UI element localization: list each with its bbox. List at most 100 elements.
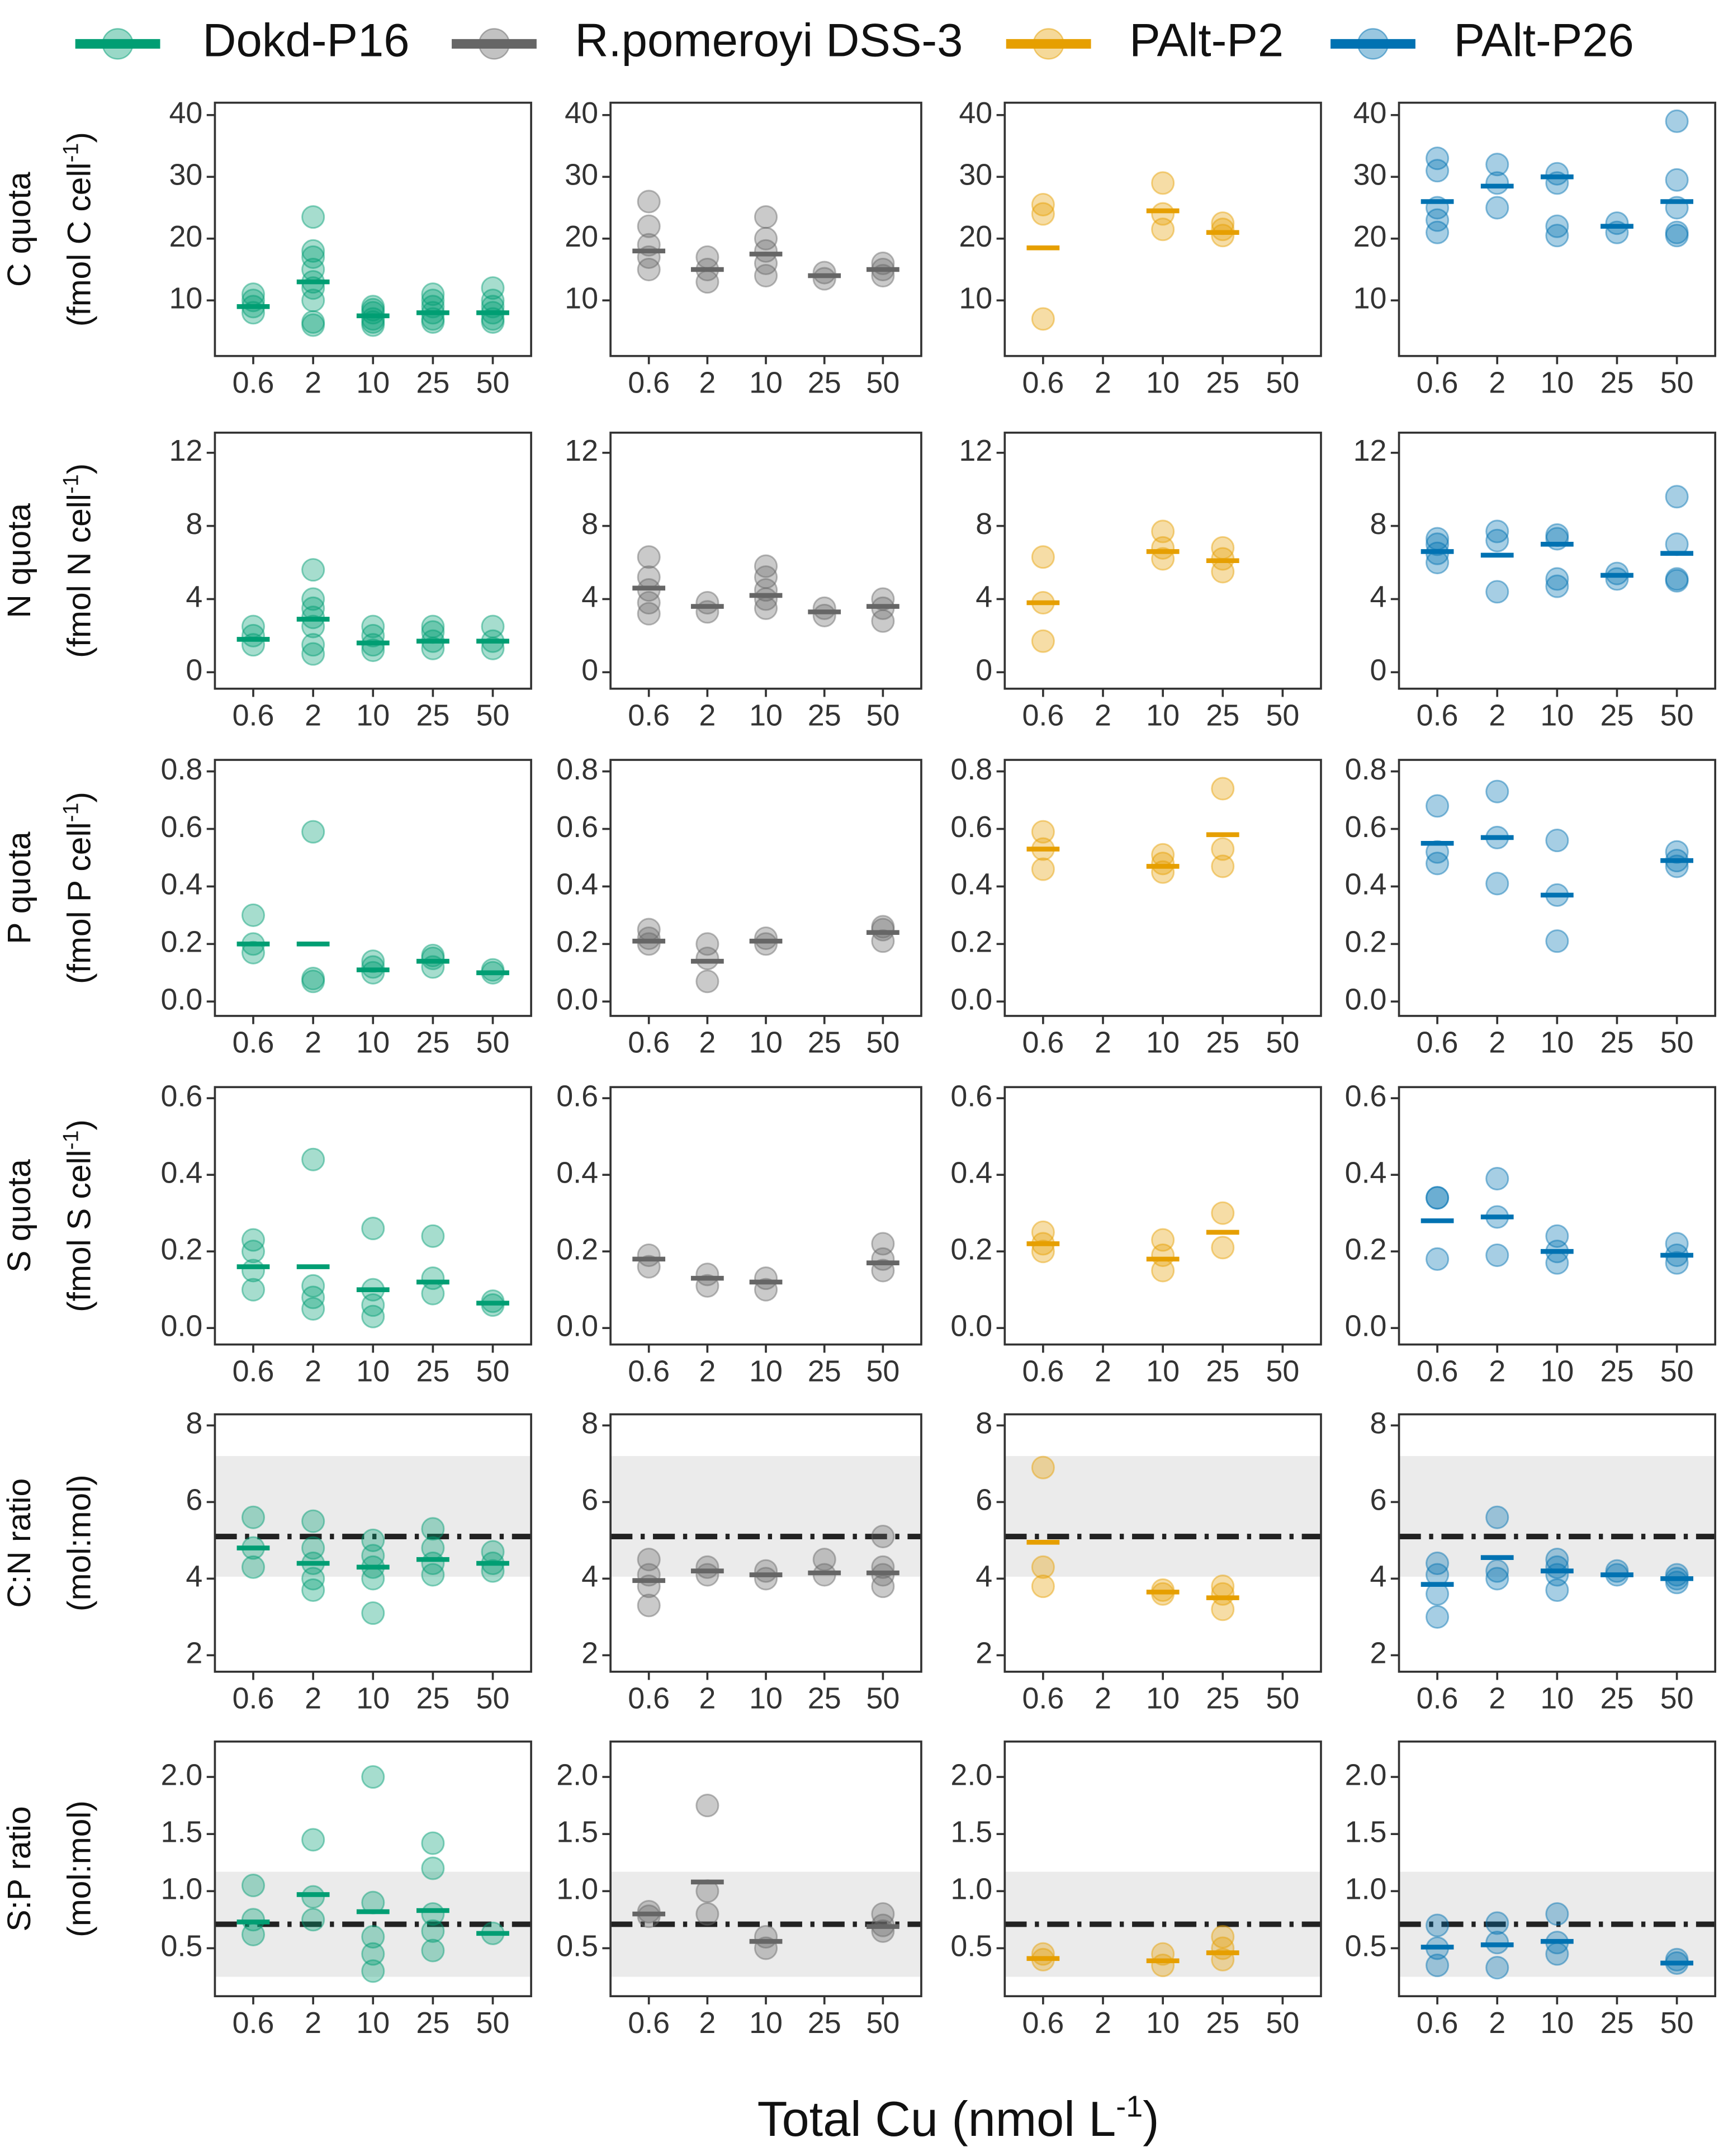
data-point: [1665, 1232, 1689, 1256]
data-point: [481, 276, 505, 300]
data-point: [637, 1243, 661, 1268]
data-point: [871, 1524, 895, 1549]
data-point: [1545, 1578, 1569, 1602]
x-tick-label: 10: [749, 2006, 783, 2040]
data-point: [361, 961, 385, 985]
legend-label: PAlt-P2: [1129, 14, 1284, 66]
data-point: [1605, 211, 1629, 235]
data-point: [695, 1555, 719, 1579]
x-tick-label: 0.6: [233, 698, 274, 732]
data-point: [481, 958, 505, 982]
y-tick-label: 4: [186, 1560, 202, 1594]
x-tick-label: 50: [476, 1026, 510, 1060]
data-point: [812, 1548, 836, 1572]
legend-label: Dokd-P16: [202, 14, 409, 66]
data-point: [301, 1578, 325, 1602]
y-tick-label: 0.4: [556, 1156, 598, 1189]
y-tick-label: 0: [976, 654, 992, 687]
data-point: [695, 970, 719, 994]
data-point: [812, 596, 836, 620]
data-point: [1031, 857, 1055, 881]
x-tick-label: 0.6: [1417, 2006, 1459, 2040]
y-tick-label: 6: [976, 1483, 992, 1517]
x-tick-label: 0.6: [1417, 1026, 1459, 1060]
data-point: [1485, 1166, 1509, 1191]
x-tick-label: 2: [699, 366, 716, 399]
x-tick-label: 25: [416, 1354, 449, 1388]
data-point: [871, 918, 895, 942]
data-point: [1545, 162, 1569, 186]
y-tick-label: 1.5: [950, 1815, 992, 1848]
data-point: [361, 1528, 385, 1552]
y-tick-label: 0.6: [556, 810, 598, 844]
data-point: [301, 558, 325, 582]
y-axis-label: P quota: [1, 831, 37, 944]
data-point: [301, 313, 325, 337]
x-tick-label: 50: [866, 1026, 899, 1060]
data-point: [481, 1540, 505, 1564]
data-point: [1426, 220, 1450, 244]
panel-background: [610, 760, 921, 1016]
data-point: [241, 1228, 266, 1252]
data-point: [1665, 168, 1689, 192]
y-tick-label: 2: [581, 1637, 598, 1670]
data-point: [637, 214, 661, 238]
y-tick-label: 2.0: [950, 1758, 992, 1791]
data-point: [637, 257, 661, 282]
x-tick-label: 50: [866, 2006, 899, 2040]
x-tick-label: 25: [1601, 1682, 1634, 1715]
data-point: [1485, 519, 1509, 543]
data-point: [421, 946, 445, 971]
data-point: [754, 264, 778, 288]
data-point: [361, 1293, 385, 1317]
legend-label: R.pomeroyi DSS-3: [575, 14, 963, 66]
data-point: [301, 310, 325, 334]
panel-background: [610, 1087, 921, 1345]
x-tick-label: 10: [1540, 2006, 1574, 2040]
data-point: [421, 1517, 445, 1541]
y-tick-label: 0.6: [950, 1079, 992, 1113]
x-tick-label: 25: [808, 1682, 841, 1715]
y-tick-label: 0.8: [1345, 753, 1387, 786]
data-point: [301, 633, 325, 657]
data-point: [1211, 1201, 1235, 1225]
data-point: [1211, 1575, 1235, 1599]
y-tick-label: 8: [581, 507, 598, 541]
y-tick-label: 0.2: [950, 925, 992, 959]
x-tick-label: 25: [1206, 698, 1239, 732]
y-axis-label: C quota: [1, 172, 37, 287]
y-tick-label: 0.6: [556, 1079, 598, 1113]
x-tick-label: 0.6: [1417, 698, 1459, 732]
data-point: [421, 1938, 445, 1963]
data-point: [1426, 159, 1450, 183]
y-tick-label: 0.0: [556, 1309, 598, 1342]
x-tick-label: 10: [356, 1354, 390, 1388]
y-tick-label: 0.5: [950, 1930, 992, 1963]
data-point: [361, 1601, 385, 1625]
y-axis-label: S quota: [1, 1159, 37, 1273]
data-point: [637, 918, 661, 942]
y-tick-label: 0.4: [161, 1156, 203, 1189]
y-tick-label: 20: [959, 220, 992, 253]
unit-text: (fmol P cell: [61, 822, 98, 984]
x-tick-label: 50: [476, 366, 510, 399]
y-tick-label: 1.0: [556, 1873, 598, 1906]
data-point: [301, 1509, 325, 1533]
data-point: [421, 1919, 445, 1943]
data-point: [301, 1274, 325, 1298]
x-tick-label: 10: [1540, 1026, 1574, 1060]
unit-sup: -1: [59, 1131, 83, 1150]
y-axis-label: S:P ratio: [1, 1806, 37, 1931]
y-tick-label: 6: [186, 1483, 202, 1517]
data-point: [241, 282, 266, 306]
y-tick-label: 1.5: [556, 1815, 598, 1848]
data-point: [1485, 153, 1509, 177]
y-tick-label: 0.0: [161, 1309, 203, 1342]
unit-text: (fmol C cell: [61, 163, 98, 327]
data-point: [361, 1942, 385, 1966]
x-tick-label: 10: [356, 366, 390, 399]
y-tick-label: 0.2: [556, 925, 598, 959]
data-point: [241, 1240, 266, 1264]
x-tick-label: 25: [1206, 1026, 1239, 1060]
